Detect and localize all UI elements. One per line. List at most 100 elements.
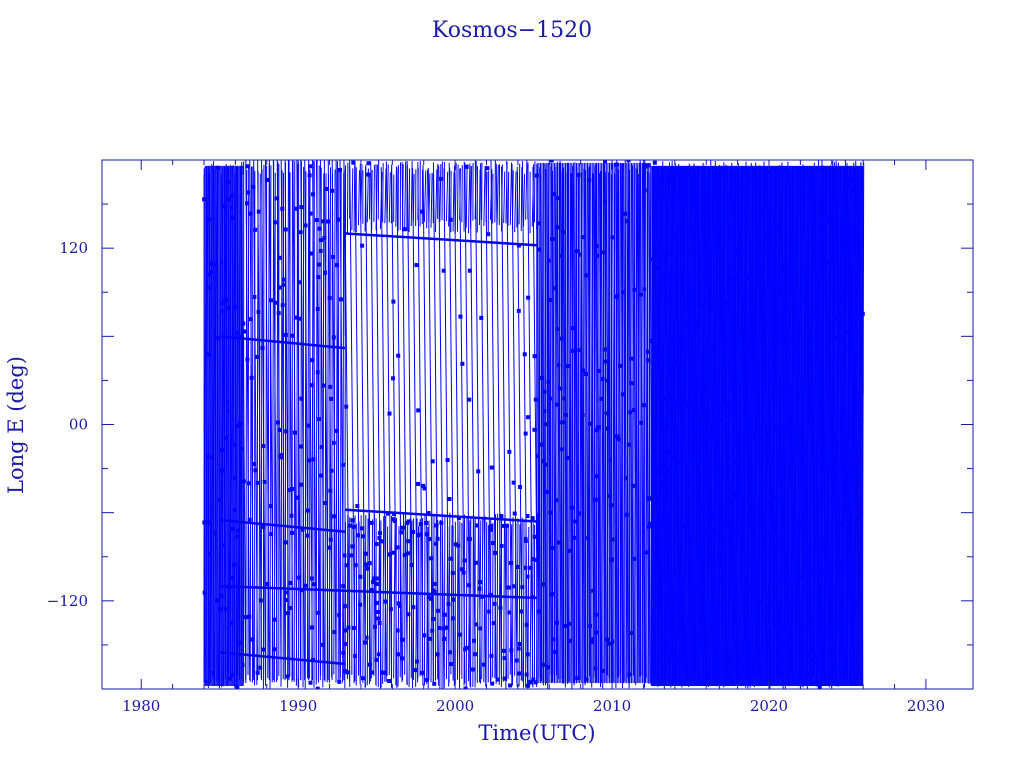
data-point	[245, 357, 250, 362]
data-point	[532, 354, 537, 359]
data-point	[703, 534, 708, 539]
data-point	[489, 527, 494, 532]
longitude-trace	[382, 163, 384, 223]
data-point	[276, 311, 281, 316]
data-point	[774, 384, 779, 389]
data-point	[206, 352, 211, 357]
data-point	[287, 606, 292, 611]
series-line	[852, 165, 854, 687]
data-point	[307, 173, 312, 178]
series-line	[218, 165, 221, 687]
series-line	[791, 165, 794, 687]
plot-frame	[101, 159, 974, 690]
data-point	[733, 639, 738, 644]
data-point	[482, 662, 487, 667]
data-point	[424, 677, 429, 682]
data-point	[732, 459, 737, 464]
data-point	[256, 309, 261, 314]
data-point	[552, 192, 557, 197]
series-line	[396, 167, 403, 683]
series-line	[495, 163, 502, 687]
data-point	[670, 653, 675, 658]
data-point	[559, 336, 564, 341]
data-point	[364, 635, 369, 640]
data-point	[668, 403, 673, 408]
data-point	[801, 472, 806, 477]
data-point	[833, 316, 838, 321]
data-point	[342, 604, 347, 609]
series-line	[772, 165, 775, 687]
data-point	[577, 347, 582, 352]
series-line	[630, 162, 634, 684]
data-point	[841, 477, 846, 482]
series-line	[811, 165, 814, 687]
data-point	[730, 377, 735, 382]
series-line	[740, 165, 743, 687]
data-point	[327, 545, 332, 550]
series-line	[796, 165, 799, 687]
data-point	[289, 513, 294, 518]
series-line	[768, 165, 770, 687]
data-point	[618, 363, 623, 368]
data-point	[594, 612, 599, 617]
data-point	[498, 605, 503, 610]
data-point	[718, 579, 723, 584]
data-point	[284, 590, 289, 595]
data-point	[747, 317, 752, 322]
data-point	[297, 316, 302, 321]
data-point	[226, 197, 231, 202]
data-point	[658, 518, 663, 523]
series-line	[335, 160, 341, 681]
data-point	[777, 391, 782, 396]
data-point	[614, 162, 619, 167]
data-point	[284, 429, 289, 434]
data-point	[397, 603, 402, 608]
series-line	[224, 165, 227, 687]
series-line	[699, 165, 701, 687]
data-point	[309, 251, 314, 256]
data-point	[428, 596, 433, 601]
data-point	[604, 411, 609, 416]
longitude-trace	[324, 173, 327, 682]
data-point	[585, 536, 590, 541]
data-point	[663, 642, 668, 647]
series-line	[770, 165, 773, 687]
data-point	[290, 333, 295, 338]
data-point	[489, 465, 494, 470]
data-point	[235, 685, 240, 689]
data-point	[766, 533, 771, 538]
series-line	[230, 165, 233, 687]
data-point	[526, 295, 531, 300]
data-point	[463, 686, 468, 689]
series-line	[837, 165, 839, 687]
data-point	[472, 638, 477, 643]
data-point	[775, 224, 780, 229]
data-point	[524, 672, 529, 677]
series-line	[828, 165, 831, 687]
data-point	[716, 504, 721, 509]
data-point	[490, 681, 495, 686]
data-point	[512, 584, 517, 589]
data-point	[360, 534, 365, 539]
series-line	[532, 167, 538, 551]
data-point	[234, 330, 239, 335]
data-point	[396, 652, 401, 657]
data-point	[859, 418, 864, 423]
data-point	[377, 536, 382, 541]
series-line	[801, 165, 803, 687]
data-point	[666, 174, 671, 179]
data-point	[772, 514, 777, 519]
series-line	[826, 165, 829, 687]
data-point	[810, 570, 815, 575]
data-point	[799, 523, 804, 528]
data-point	[275, 420, 280, 425]
series-line	[775, 165, 777, 687]
data-point	[467, 268, 472, 273]
series-line	[728, 165, 730, 687]
data-point	[680, 510, 685, 515]
data-point	[833, 489, 838, 494]
data-point	[346, 625, 351, 630]
data-point	[827, 219, 832, 224]
series-line	[296, 160, 302, 681]
data-point	[781, 262, 786, 267]
